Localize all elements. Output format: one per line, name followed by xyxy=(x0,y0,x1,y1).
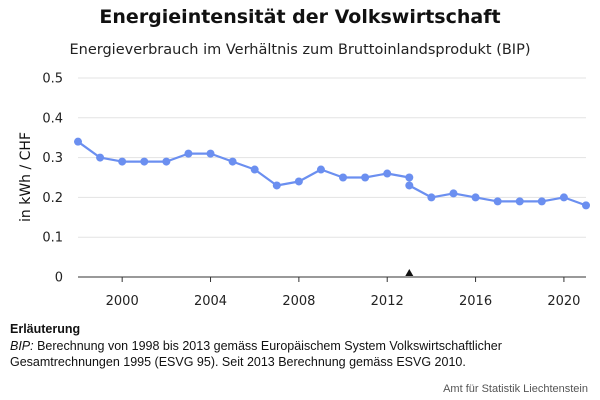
line-chart: 0 0.1 0.2 0.3 0.4 0.5 2000 2004 2008 2012 2016 202… xyxy=(18,72,590,309)
data-point xyxy=(361,173,370,182)
data-point xyxy=(206,149,215,158)
data-point xyxy=(383,169,392,178)
x-tick-label: 2004 xyxy=(194,294,227,309)
data-point xyxy=(228,157,237,166)
chart-subtitle: Energieverbrauch im Verhältnis zum Brutt… xyxy=(69,42,531,58)
data-point xyxy=(250,165,259,174)
chart-title: Energieintensität der Volkswirtschaft xyxy=(99,6,501,28)
y-tick-label: 0.4 xyxy=(42,111,63,126)
data-points xyxy=(74,137,590,210)
y-tick-labels: 0 0.1 0.2 0.3 0.4 0.5 xyxy=(42,72,63,286)
source-credit: Amt für Statistik Liechtenstein xyxy=(443,383,588,395)
break-markers xyxy=(405,269,414,276)
data-point xyxy=(316,165,325,174)
notes-heading: Erläuterung xyxy=(10,322,81,336)
y-tick-label: 0.1 xyxy=(42,231,63,246)
y-tick-label: 0.3 xyxy=(42,151,63,166)
grid-lines xyxy=(78,77,586,238)
data-point xyxy=(449,189,458,198)
data-point xyxy=(74,137,82,146)
break-marker-triangle xyxy=(405,269,414,276)
y-axis-label: in kWh / CHF xyxy=(18,132,34,222)
data-point xyxy=(537,197,546,206)
data-point xyxy=(493,197,502,206)
data-point xyxy=(559,193,568,202)
notes-text: BIP: Berechnung von 1998 bis 2013 gemäss… xyxy=(10,338,590,370)
y-tick-label: 0.2 xyxy=(42,191,63,206)
y-tick-label: 0 xyxy=(55,271,63,286)
data-point xyxy=(118,157,127,166)
y-tick-label: 0.5 xyxy=(42,72,63,87)
series-lines xyxy=(77,140,587,207)
notes-body: Berechnung von 1998 bis 2013 gemäss Euro… xyxy=(10,339,502,369)
data-point xyxy=(294,177,303,186)
data-point xyxy=(272,181,281,190)
x-axis xyxy=(78,276,586,282)
x-tick-label: 2012 xyxy=(371,294,404,309)
data-point xyxy=(427,193,436,202)
data-point xyxy=(339,173,348,182)
data-point xyxy=(471,193,480,202)
x-tick-label: 2008 xyxy=(282,294,315,309)
data-point xyxy=(582,201,590,210)
x-tick-label: 2020 xyxy=(547,294,580,309)
x-tick-labels: 2000 2004 2008 2012 2016 2020 xyxy=(106,294,581,309)
data-point xyxy=(405,173,414,182)
data-point xyxy=(162,157,171,166)
x-tick-label: 2016 xyxy=(459,294,492,309)
x-tick-label: 2000 xyxy=(106,294,139,309)
data-point xyxy=(96,153,105,162)
series-line xyxy=(77,140,410,187)
data-point xyxy=(184,149,193,158)
notes-term: BIP: xyxy=(10,339,34,353)
data-point xyxy=(405,181,414,190)
data-point xyxy=(140,157,149,166)
data-point xyxy=(515,197,524,206)
